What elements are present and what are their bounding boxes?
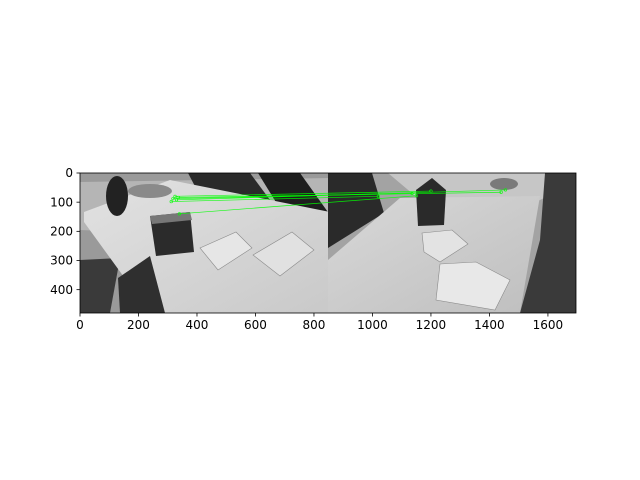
axes-image: [80, 173, 576, 313]
x-tick-label: 400: [186, 318, 209, 332]
right-image: [328, 173, 576, 313]
x-tick-label: 800: [303, 318, 326, 332]
keypoint-left: [169, 199, 173, 204]
keypoint-right: [376, 194, 380, 198]
x-tick-label: 600: [244, 318, 267, 332]
y-tick-label: 100: [50, 195, 73, 209]
keypoint-right: [414, 194, 418, 198]
y-tick-label: 300: [50, 254, 73, 268]
y-tick-label: 0: [65, 166, 73, 180]
x-tick-label: 1000: [357, 318, 388, 332]
x-tick-label: 1200: [416, 318, 447, 332]
x-tick-label: 200: [127, 318, 150, 332]
axes-frame: [79, 172, 577, 314]
keypoint-right: [503, 188, 508, 192]
x-tick-label: 1400: [474, 318, 505, 332]
x-tick-label: 1600: [533, 318, 564, 332]
keypoint-right: [499, 190, 503, 194]
keypoint-left: [177, 212, 182, 216]
keypoint-left: [173, 194, 177, 198]
keypoint-right: [429, 189, 433, 193]
match-lines: [169, 188, 508, 216]
y-tick-label: 200: [50, 225, 73, 239]
y-tick-label: 400: [50, 283, 73, 297]
match-line: [171, 195, 379, 202]
match-line: [179, 195, 417, 215]
keypoint-left: [171, 197, 175, 201]
y-axis-ticks: 0 100 200 300 400: [50, 166, 80, 297]
x-axis-ticks: 0 200 400 600 800 1000 1200 1400 1600: [76, 313, 563, 332]
keypoint-right: [410, 191, 414, 196]
match-line: [172, 193, 412, 200]
match-line: [175, 190, 431, 197]
x-tick-label: 0: [76, 318, 84, 332]
